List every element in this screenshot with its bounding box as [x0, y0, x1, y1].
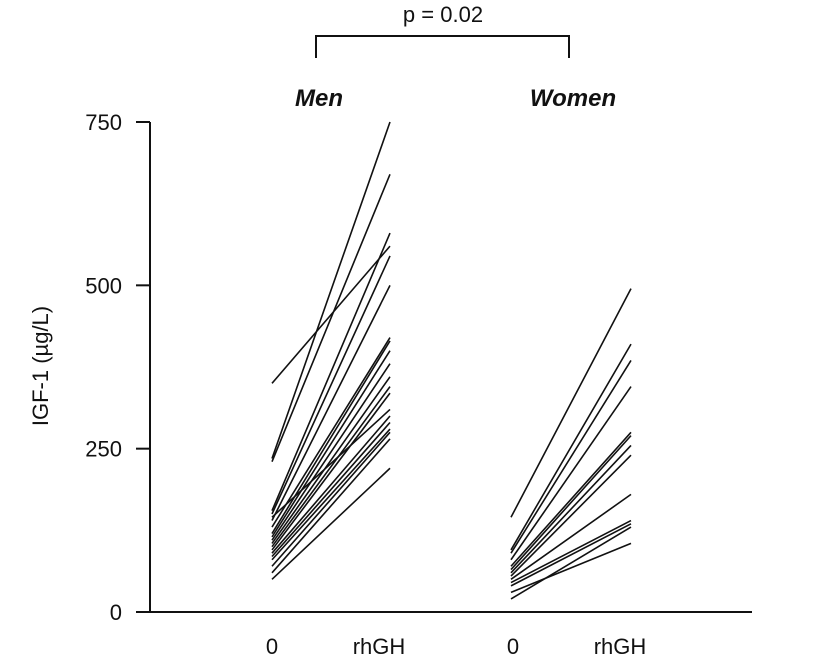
women-subject-line-1: [510, 288, 632, 518]
men-subject-line-20: [271, 408, 391, 518]
women-subject-line-8: [510, 454, 632, 577]
y-tick-label: 500: [85, 273, 122, 298]
men-subject-line-6: [271, 284, 391, 521]
series-women: [510, 288, 632, 600]
women-subject-line-4: [510, 386, 632, 561]
y-tick-label: 750: [85, 110, 122, 135]
men-subject-line-14: [271, 415, 391, 554]
men-subject-line-11: [271, 376, 391, 544]
significance-bracket: [315, 35, 570, 58]
x-tick-label-women-baseline: 0: [507, 634, 519, 659]
women-subject-line-10: [510, 519, 632, 584]
men-subject-line-15: [271, 422, 391, 557]
men-subject-line-17: [271, 431, 391, 567]
p-value-annotation: p = 0.02: [403, 2, 483, 27]
women-subject-line-9: [510, 493, 632, 580]
men-subject-line-5: [271, 255, 391, 515]
y-tick-label: 0: [110, 600, 122, 625]
men-subject-line-18: [271, 438, 391, 574]
men-subject-line-19: [271, 467, 391, 580]
men-subject-line-8: [271, 340, 391, 535]
men-subject-line-4: [271, 232, 391, 512]
men-subject-line-10: [271, 363, 391, 541]
women-subject-line-3: [510, 360, 632, 554]
group-title-men: Men: [295, 85, 343, 112]
x-tick-label-men-rhgh: rhGH: [353, 634, 406, 659]
y-ticks: 0 250 500 750: [85, 110, 150, 625]
men-subject-line-12: [271, 386, 391, 548]
men-subject-line-9: [271, 350, 391, 538]
women-subject-line-2: [510, 343, 632, 551]
group-title-women: Women: [530, 85, 616, 112]
series-men: [271, 121, 391, 580]
men-subject-line-3: [271, 173, 391, 463]
men-subject-line-1: [271, 245, 391, 384]
men-subject-line-13: [271, 392, 391, 551]
women-subject-line-5: [510, 431, 632, 567]
women-subject-line-11: [510, 523, 632, 587]
y-tick-label: 250: [85, 437, 122, 462]
men-subject-line-2: [271, 121, 391, 459]
men-subject-line-16: [271, 428, 391, 561]
x-tick-label-men-baseline: 0: [266, 634, 278, 659]
y-axis-title: IGF-1 (µg/L): [28, 306, 53, 426]
women-subject-line-6: [510, 435, 632, 571]
women-subject-line-7: [510, 444, 632, 574]
women-subject-line-12: [510, 542, 632, 594]
x-tick-label-women-rhgh: rhGH: [594, 634, 647, 659]
women-subject-line-13: [510, 526, 632, 600]
men-subject-line-7: [271, 337, 391, 528]
